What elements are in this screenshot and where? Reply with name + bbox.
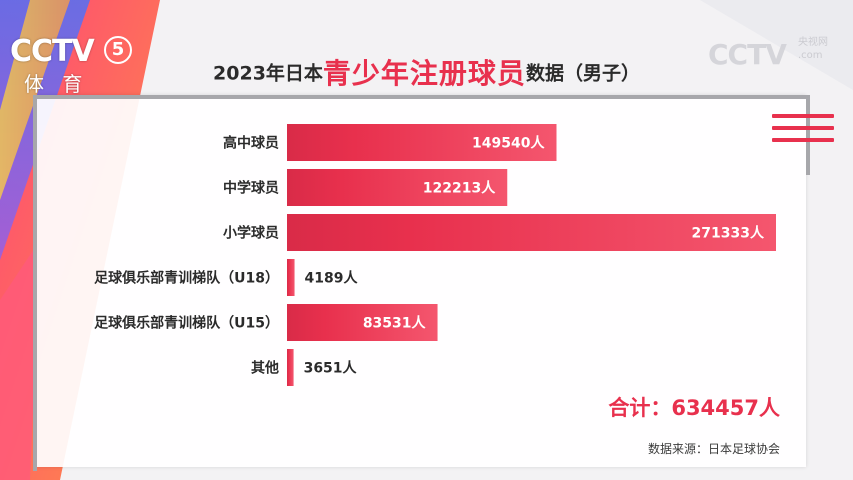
menu-line — [772, 126, 834, 130]
value-label: 149540人 — [472, 135, 545, 152]
menu-line — [772, 114, 834, 118]
chart-title: 2023年日本青少年注册球员数据（男子） — [0, 52, 853, 96]
watermark-logo: CCTV 央视网 .com — [708, 36, 833, 72]
bar-1 — [287, 124, 557, 161]
category-label: 小学球员 — [223, 225, 279, 242]
bar-6 — [287, 349, 294, 386]
menu-line — [772, 138, 834, 142]
category-label: 足球俱乐部青训梯队（U18） — [94, 270, 279, 287]
watermark-top: 央视网 — [798, 37, 828, 48]
bar-3 — [287, 214, 776, 251]
data-source: 数据来源：日本足球协会 — [647, 442, 780, 456]
watermark-bottom: .com — [798, 50, 823, 61]
category-label: 足球俱乐部青训梯队（U15） — [94, 315, 279, 332]
title-prefix: 2023年日本 — [213, 62, 323, 85]
value-label: 3651人 — [304, 360, 358, 377]
value-label: 271333人 — [692, 225, 765, 242]
bar-4 — [287, 259, 295, 296]
title-suffix: 数据（男子） — [525, 62, 640, 85]
category-label: 高中球员 — [223, 135, 279, 152]
value-label: 83531人 — [363, 315, 427, 332]
title-highlight: 青少年注册球员 — [322, 57, 526, 90]
channel-number-badge: 5 — [104, 36, 132, 64]
value-label: 4189人 — [305, 270, 359, 287]
menu-icon — [772, 114, 834, 150]
panel-right-border — [806, 95, 810, 175]
bar-5 — [287, 304, 438, 341]
value-label: 122213人 — [423, 180, 496, 197]
bar-2 — [287, 169, 508, 206]
category-label: 中学球员 — [223, 180, 279, 197]
channel-name: 体 育 — [24, 72, 89, 96]
category-label: 其他 — [251, 360, 279, 377]
total-count: 合计：634457人 — [608, 396, 780, 420]
cctv5-logo: CCTV 5 体 育 — [10, 34, 132, 96]
panel-left-border — [33, 95, 37, 471]
watermark-logo-text: CCTV — [708, 38, 787, 71]
watermark-caption: 央视网 .com — [798, 36, 828, 62]
cctv-logo-text: CCTV — [10, 34, 95, 69]
